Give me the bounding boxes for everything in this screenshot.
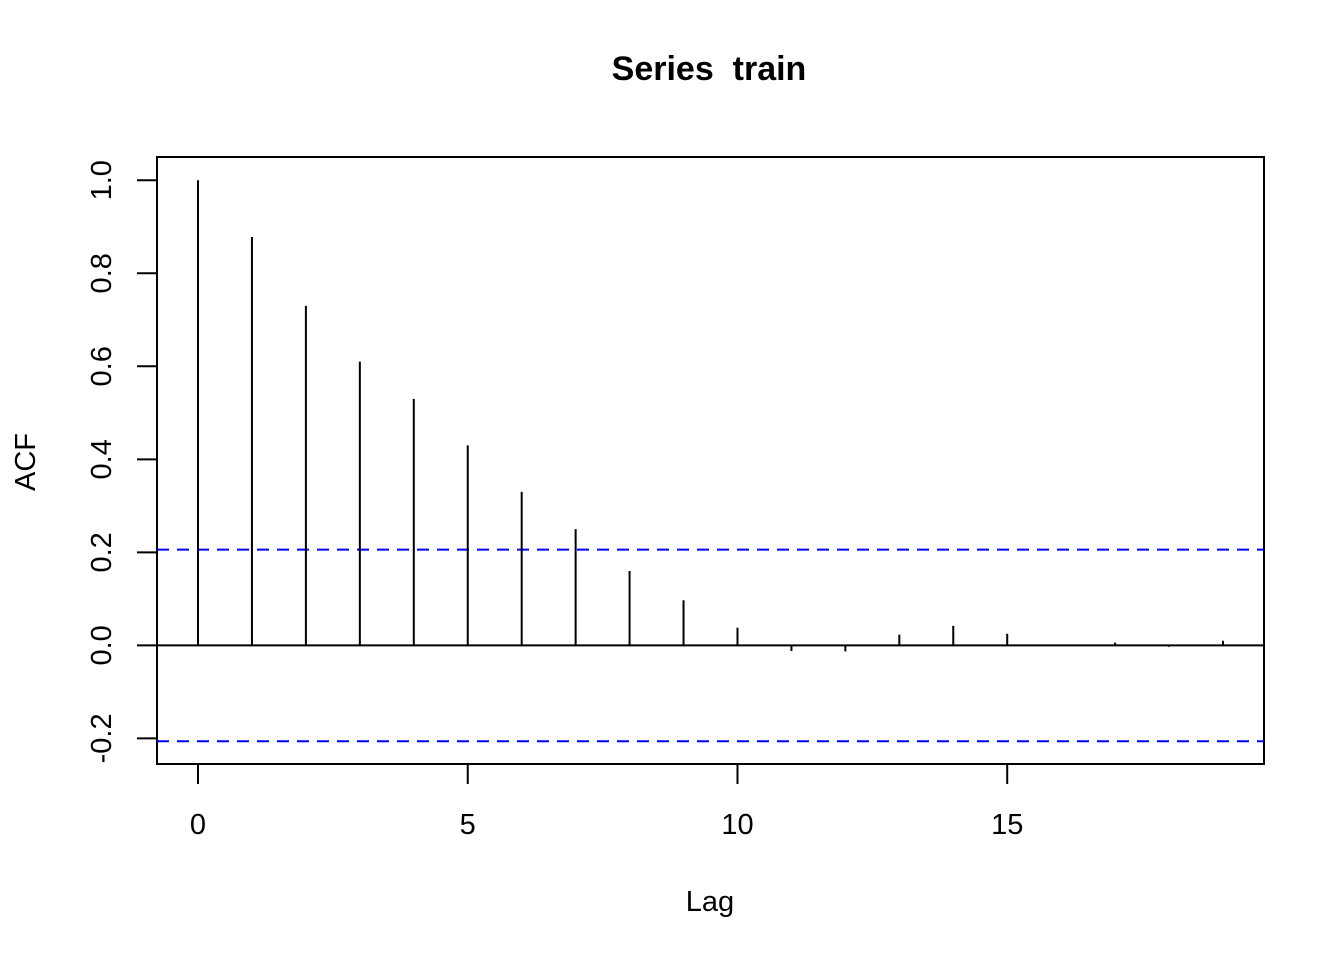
x-axis-label: Lag [686, 886, 734, 918]
acf-bars [197, 180, 1224, 652]
y-tick-label: 0.4 [86, 439, 118, 479]
plot-frame [156, 156, 1265, 765]
x-axis: 0 5 10 15 [190, 764, 1023, 841]
y-tick-label: 0.8 [86, 253, 118, 293]
y-tick-label: 0.2 [86, 532, 118, 572]
x-tick-label: 10 [721, 809, 753, 841]
y-tick-label: -0.2 [86, 713, 118, 763]
y-axis: -0.2 0.0 0.2 0.4 0.6 0.8 1.0 [86, 160, 157, 763]
y-tick-label: 0.0 [86, 625, 118, 665]
chart-title: Series train [612, 50, 807, 88]
confidence-bounds [157, 548, 1264, 743]
y-tick-label: 0.6 [86, 346, 118, 386]
x-tick-label: 0 [190, 809, 206, 841]
x-tick-label: 15 [991, 809, 1023, 841]
y-axis-label: ACF [10, 433, 42, 491]
y-tick-label: 1.0 [86, 160, 118, 200]
x-tick-label: 5 [460, 809, 476, 841]
